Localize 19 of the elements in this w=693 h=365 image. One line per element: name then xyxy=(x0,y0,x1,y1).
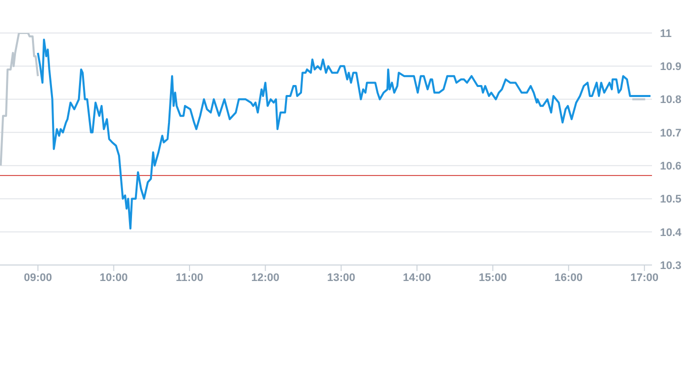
y-tick-label: 10.4 xyxy=(660,226,682,239)
x-tick-label: 15:00 xyxy=(478,272,507,284)
y-tick-label: 10.3 xyxy=(660,260,682,272)
y-tick-label: 10.5 xyxy=(660,194,682,206)
x-tick-label: 09:00 xyxy=(24,272,52,284)
x-tick-label: 16:00 xyxy=(554,272,583,284)
x-tick-label: 17:00 xyxy=(630,272,658,284)
line-series xyxy=(0,33,39,167)
x-tick-label: 12:00 xyxy=(251,272,280,284)
y-tick-label: 10.6 xyxy=(660,160,682,172)
line-series xyxy=(36,38,652,230)
x-tick-label: 10:00 xyxy=(100,272,128,284)
x-tick-label: 13:00 xyxy=(327,272,356,284)
x-tick-label: 14:00 xyxy=(402,272,432,284)
y-tick-label: 10.7 xyxy=(660,127,682,140)
x-tick-label: 11:00 xyxy=(176,272,204,284)
y-tick-label: 10.9 xyxy=(660,61,682,74)
y-tick-label: 10.8 xyxy=(660,94,682,106)
y-tick-label: 11 xyxy=(660,28,672,40)
